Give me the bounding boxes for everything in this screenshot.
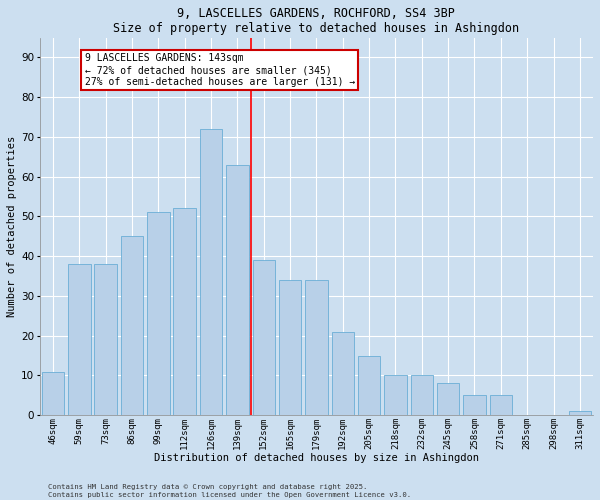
Bar [173, 208, 196, 415]
Bar [200, 129, 222, 415]
Bar [279, 280, 301, 415]
Bar [332, 332, 354, 415]
Bar [490, 396, 512, 415]
Bar [305, 280, 328, 415]
Bar [42, 372, 64, 415]
Text: 9 LASCELLES GARDENS: 143sqm
← 72% of detached houses are smaller (345)
27% of se: 9 LASCELLES GARDENS: 143sqm ← 72% of det… [85, 54, 355, 86]
Bar [358, 356, 380, 415]
Bar [410, 376, 433, 415]
X-axis label: Distribution of detached houses by size in Ashingdon: Distribution of detached houses by size … [154, 453, 479, 463]
Bar [94, 264, 117, 415]
Bar [463, 396, 485, 415]
Bar [147, 212, 170, 415]
Y-axis label: Number of detached properties: Number of detached properties [7, 136, 17, 317]
Text: Contains HM Land Registry data © Crown copyright and database right 2025.
Contai: Contains HM Land Registry data © Crown c… [48, 484, 411, 498]
Bar [121, 236, 143, 415]
Bar [68, 264, 91, 415]
Bar [437, 384, 460, 415]
Bar [384, 376, 407, 415]
Bar [569, 412, 591, 415]
Title: 9, LASCELLES GARDENS, ROCHFORD, SS4 3BP
Size of property relative to detached ho: 9, LASCELLES GARDENS, ROCHFORD, SS4 3BP … [113, 7, 520, 35]
Bar [226, 164, 248, 415]
Bar [253, 260, 275, 415]
